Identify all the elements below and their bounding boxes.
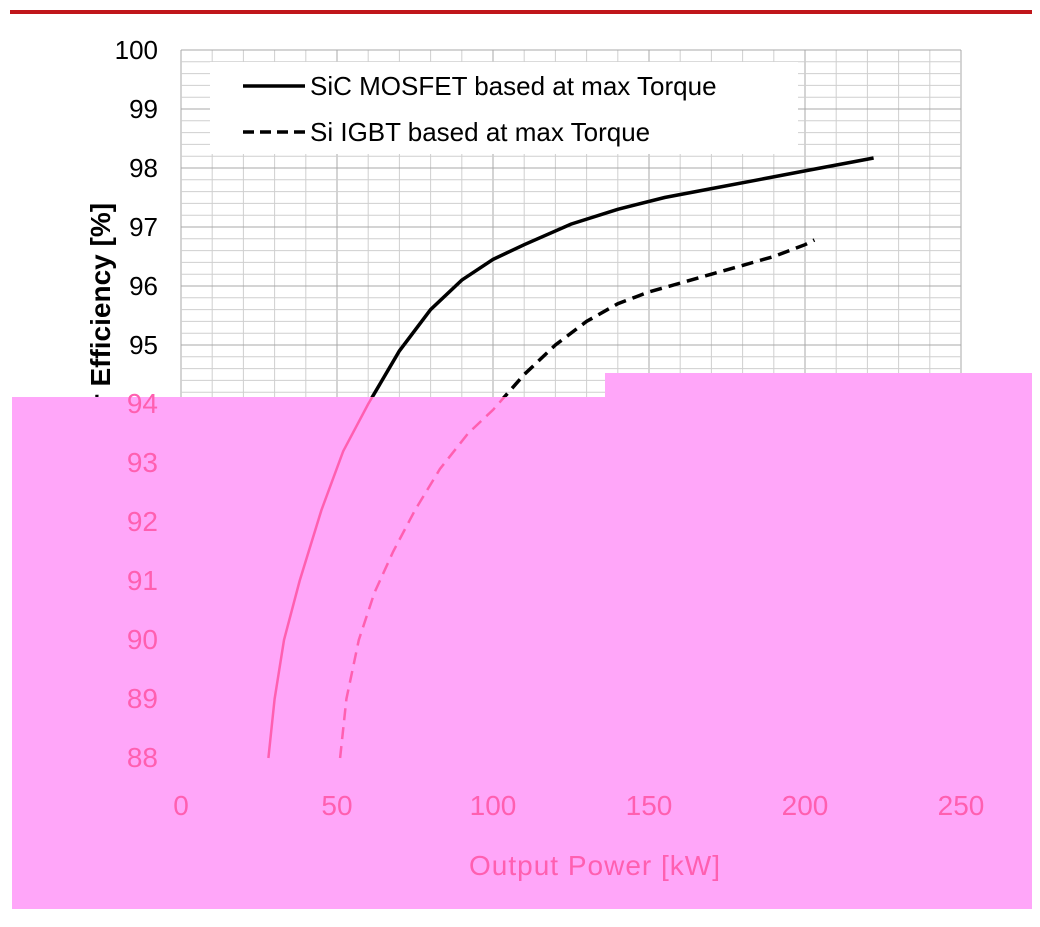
x-tick-label: 0	[173, 790, 189, 821]
y-tick-label: 99	[129, 94, 158, 124]
legend-box	[210, 62, 798, 154]
y-tick-label: 93	[127, 447, 158, 478]
x-tick-label: 50	[321, 790, 352, 821]
series-line-overlay-1	[338, 397, 507, 759]
y-tick-label: 90	[127, 624, 158, 655]
y-tick-label: 92	[127, 506, 158, 537]
y-tick-label: 96	[129, 271, 158, 301]
x-tick-label: 200	[782, 790, 829, 821]
y-tick-label: 88	[127, 742, 158, 773]
y-tick-label: 97	[129, 212, 158, 242]
y-tick-label: 94	[127, 388, 158, 419]
series-lines	[370, 156, 874, 397]
overlay-series-lines	[267, 397, 507, 759]
legend-label-sic: SiC MOSFET based at max Torque	[310, 71, 717, 101]
y-tick-label: 95	[129, 330, 158, 360]
series-line-0	[370, 156, 874, 397]
x-tick-label: 150	[626, 790, 673, 821]
x-tick-label: 250	[938, 790, 985, 821]
series-line-1	[502, 238, 816, 397]
x-tick-label: 100	[470, 790, 517, 821]
overlay-block-main	[12, 397, 1032, 909]
overlay-tick-labels: 88 89 90 91 92 93 94 0 50 100 150 200 250	[127, 388, 985, 821]
legend-label-igbt: Si IGBT based at max Torque	[310, 117, 650, 147]
x-axis-title: Output Power [kW]	[469, 850, 721, 881]
y-tick-label: 89	[127, 683, 158, 714]
y-tick-label: 91	[127, 565, 158, 596]
series-line-overlay-0	[267, 397, 374, 759]
tick-labels: 95 96 97 98 99 100	[115, 35, 158, 360]
y-tick-label: 98	[129, 153, 158, 183]
y-tick-label: 100	[115, 35, 158, 65]
legend: SiC MOSFET based at max Torque Si IGBT b…	[210, 62, 798, 154]
top-rule	[10, 10, 1032, 14]
